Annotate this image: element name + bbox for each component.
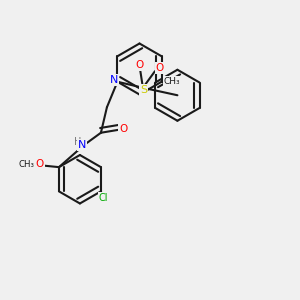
Text: O: O <box>135 60 143 70</box>
Text: O: O <box>35 159 44 169</box>
Text: N: N <box>78 140 86 150</box>
Text: CH₃: CH₃ <box>19 160 34 169</box>
Text: O: O <box>119 124 127 134</box>
Text: H: H <box>74 137 82 147</box>
Text: S: S <box>140 85 147 95</box>
Text: CH₃: CH₃ <box>164 77 180 86</box>
Text: N: N <box>110 75 118 85</box>
Text: Cl: Cl <box>98 193 108 203</box>
Text: O: O <box>156 63 164 73</box>
